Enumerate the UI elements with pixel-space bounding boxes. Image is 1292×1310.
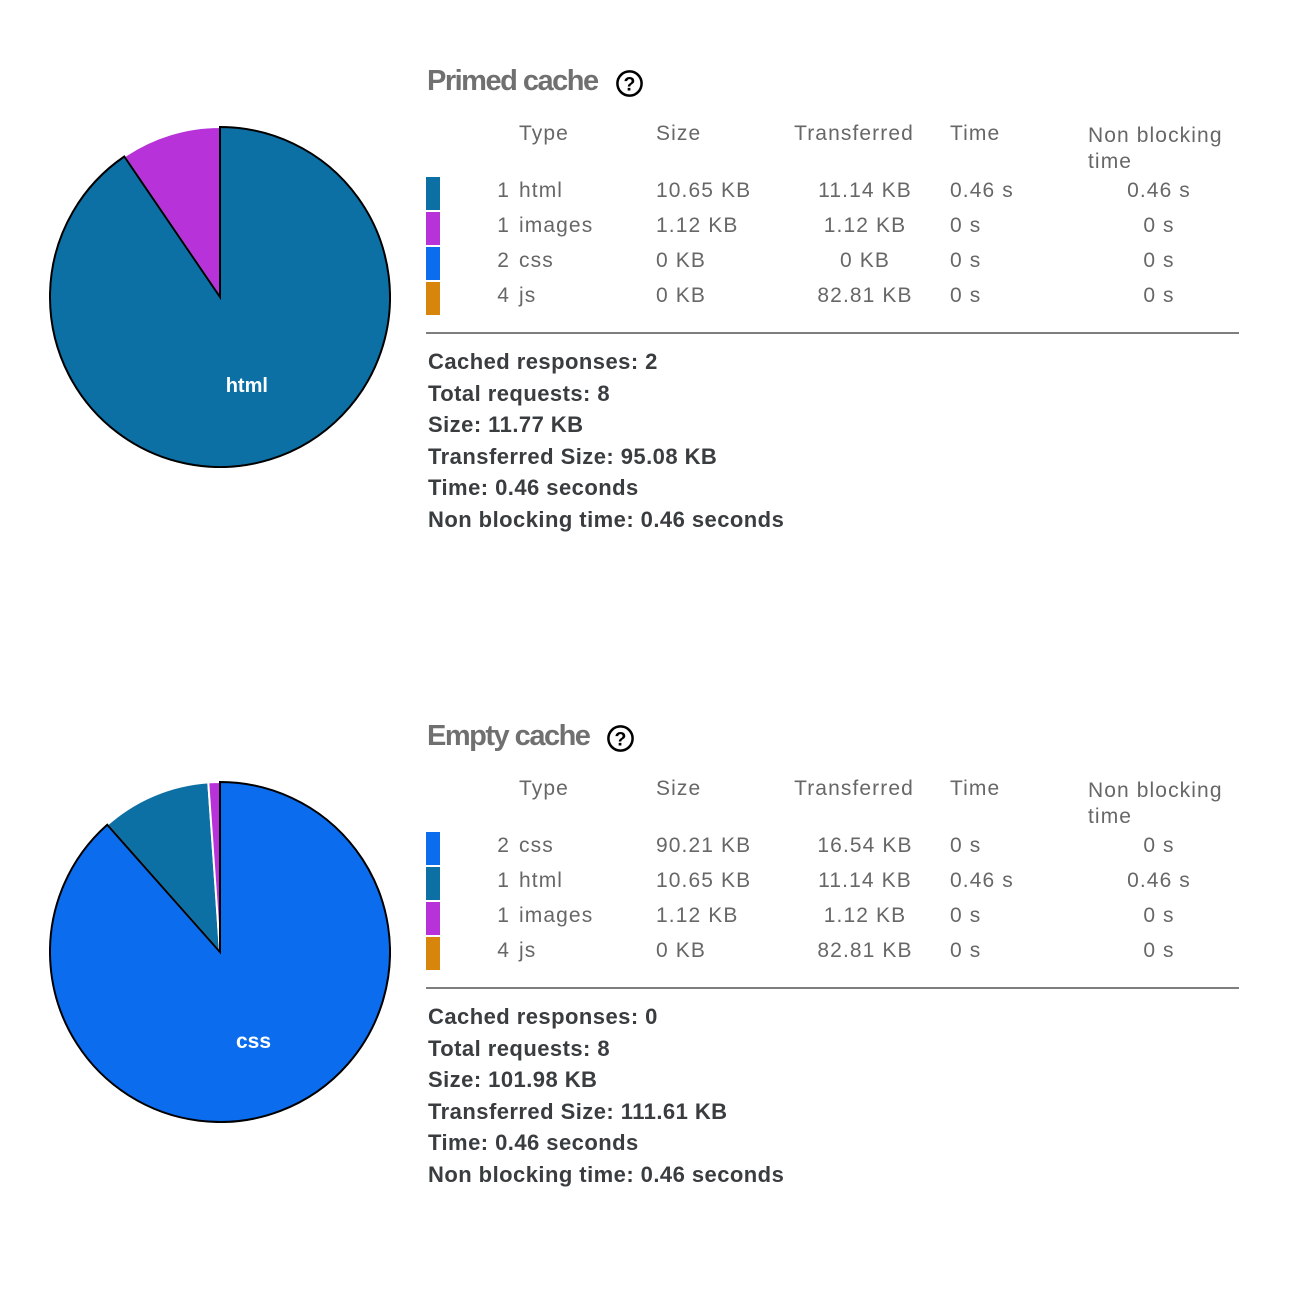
svg-text:css: css — [236, 1030, 271, 1053]
svg-text:html: html — [226, 375, 268, 397]
svg-text:?: ? — [623, 73, 635, 95]
svg-text:?: ? — [614, 728, 626, 750]
